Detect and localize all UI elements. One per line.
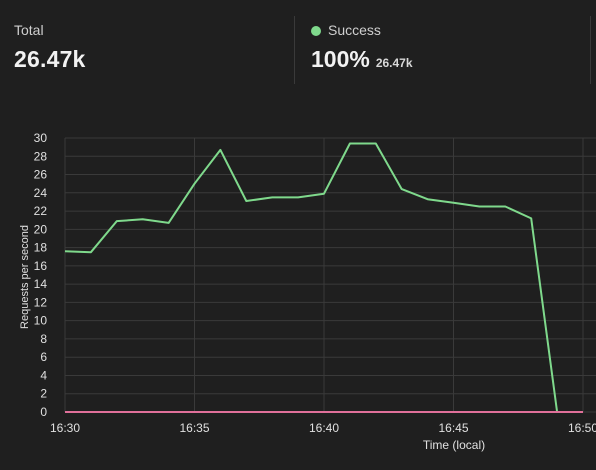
- total-label: Total: [14, 22, 44, 38]
- success-label: Success: [328, 22, 381, 38]
- x-axis-label: Time (local): [423, 438, 485, 452]
- success-values: 100% 26.47k: [311, 46, 413, 73]
- y-tick-label: 30: [34, 131, 48, 145]
- success-percent: 100%: [311, 46, 370, 72]
- stat-divider: [294, 16, 295, 84]
- chart-grid: [64, 137, 596, 413]
- success-count: 26.47k: [375, 56, 413, 70]
- success-series-line: [64, 142, 559, 413]
- y-tick-label: 12: [34, 295, 48, 309]
- y-tick-label: 6: [40, 350, 47, 364]
- success-status-dot: [311, 26, 321, 36]
- y-tick-label: 20: [34, 222, 48, 236]
- total-value: 26.47k: [14, 46, 86, 72]
- y-tick-label: 0: [40, 405, 47, 419]
- y-tick-label: 14: [34, 277, 48, 291]
- y-tick-label: 22: [34, 204, 48, 218]
- y-tick-label: 26: [34, 168, 48, 182]
- y-tick-label: 24: [34, 186, 48, 200]
- success-label-row: Success: [311, 22, 413, 38]
- total-stat: Total 26.47k: [14, 22, 86, 73]
- stat-divider: [590, 16, 591, 84]
- y-axis-label: Requests per second: [19, 225, 31, 329]
- y-tick-label: 18: [34, 241, 48, 255]
- y-tick-label: 8: [40, 332, 47, 346]
- x-tick-label: 16:45: [438, 421, 468, 435]
- stats-bar: Total 26.47k Success 100% 26.47k: [0, 0, 596, 100]
- y-tick-label: 16: [34, 259, 48, 273]
- x-axis-ticks: 16:30 16:35 16:40 16:45 16:50: [50, 421, 596, 435]
- y-tick-label: 28: [34, 149, 48, 163]
- y-tick-label: 2: [40, 387, 47, 401]
- x-tick-label: 16:30: [50, 421, 80, 435]
- x-tick-label: 16:35: [179, 421, 209, 435]
- y-tick-label: 10: [34, 314, 48, 328]
- x-tick-label: 16:50: [568, 421, 596, 435]
- x-tick-label: 16:40: [309, 421, 339, 435]
- chart-series: [64, 142, 583, 413]
- success-stat: Success 100% 26.47k: [311, 22, 413, 73]
- y-tick-label: 4: [40, 368, 47, 382]
